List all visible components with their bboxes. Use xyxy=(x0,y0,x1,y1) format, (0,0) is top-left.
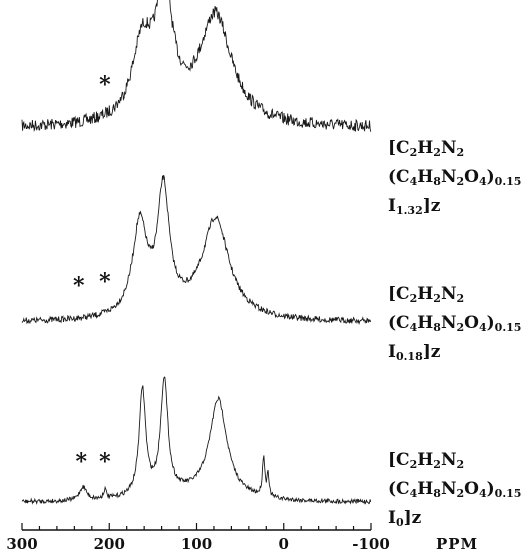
x-tick-label: 100 xyxy=(181,535,212,553)
spectrum-label-middle: [C2H2N2 (C4H8N2O4)0.15 I0.18]z xyxy=(388,282,528,369)
asterisk-marker: * xyxy=(99,72,111,98)
formula-line: I0.18]z xyxy=(388,342,441,363)
asterisk-marker: * xyxy=(99,449,111,475)
asterisk-marker: * xyxy=(99,269,111,295)
asterisk-marker: * xyxy=(76,449,88,475)
formula-line: (C4H8N2O4)0.15 xyxy=(388,479,522,500)
asterisk-marker: * xyxy=(73,273,85,299)
spectrum-trace-2 xyxy=(21,376,372,505)
spectrum-label-bottom: [C2H2N2 (C4H8N2O4)0.15 I0]z xyxy=(388,448,528,535)
x-axis-label: PPM xyxy=(436,535,478,553)
spectrum-trace-1 xyxy=(21,174,372,326)
formula-line: [C2H2N2 xyxy=(388,138,465,159)
formula-line: I1.32]z xyxy=(388,196,441,217)
formula-line: (C4H8N2O4)0.15 xyxy=(388,167,522,188)
x-tick-label: 200 xyxy=(94,535,125,553)
x-tick-label: 0 xyxy=(279,535,289,553)
formula-line: [C2H2N2 xyxy=(388,284,465,305)
formula-line: I0]z xyxy=(388,508,422,529)
spectrum-trace-0 xyxy=(21,0,372,133)
formula-line: (C4H8N2O4)0.15 xyxy=(388,313,522,334)
x-tick-label: 300 xyxy=(6,535,37,553)
x-tick-label: -100 xyxy=(352,535,390,553)
formula-line: [C2H2N2 xyxy=(388,450,465,471)
spectrum-label-top: [C2H2N2 (C4H8N2O4)0.15 I1.32]z xyxy=(388,136,528,223)
